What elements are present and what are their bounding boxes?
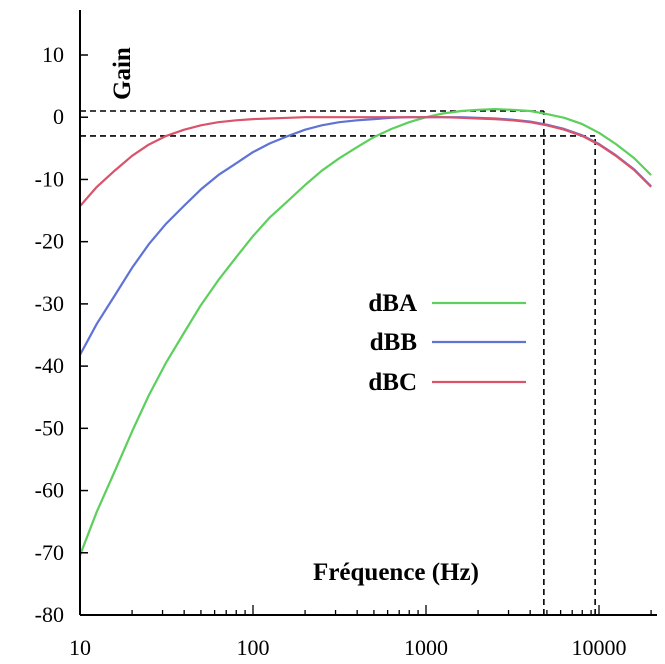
series-line-dbb (79, 116, 652, 356)
x-tick-label: 1000 (404, 635, 448, 660)
x-ticks: 10 100 1000 10000 (69, 605, 652, 660)
y-tick-label: -70 (35, 540, 64, 565)
x-tick-label: 100 (237, 635, 270, 660)
y-tick-label: -80 (35, 602, 64, 627)
y-tick-label: 10 (42, 42, 64, 67)
y-tick-label: -30 (35, 291, 64, 316)
series-lines (78, 108, 652, 556)
series-line-dbc (79, 116, 652, 207)
series-line-dba (78, 108, 652, 556)
x-tick-label: 10 (69, 635, 91, 660)
reference-lines (80, 110, 596, 615)
x-tick-label: 10000 (572, 635, 627, 660)
y-tick-label: 0 (53, 104, 64, 129)
y-tick-label: -40 (35, 353, 64, 378)
y-tick-label: -10 (35, 166, 64, 191)
legend-label-dba: dBA (368, 290, 417, 317)
y-tick-label: -50 (35, 415, 64, 440)
legend-label-dbc: dBC (368, 369, 417, 396)
legend: dBA dBB dBC (368, 290, 526, 396)
y-tick-label: -20 (35, 229, 64, 254)
y-axis-title: Gain (109, 47, 136, 100)
x-axis-title: Fréquence (Hz) (313, 559, 479, 586)
y-ticks: 10 0 -10 -20 -30 -40 -50 -60 -70 -80 (35, 42, 88, 627)
y-tick-label: -60 (35, 478, 64, 503)
legend-label-dbb: dBB (370, 329, 417, 356)
